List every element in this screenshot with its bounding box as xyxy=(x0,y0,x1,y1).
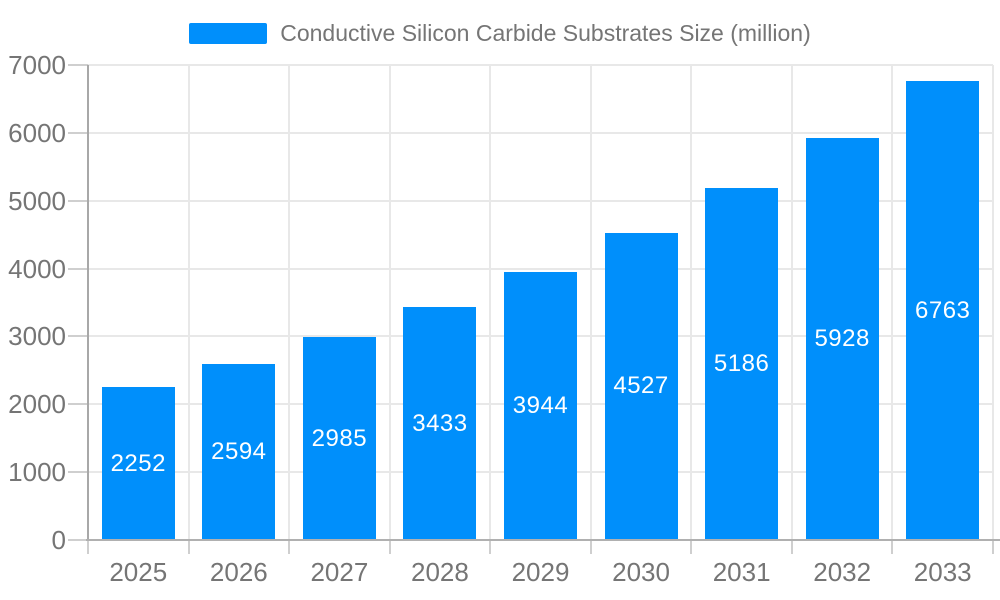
y-tick-label: 3000 xyxy=(8,321,66,352)
y-tick-label: 0 xyxy=(51,525,66,555)
bar[interactable]: 2594 xyxy=(202,363,276,540)
v-gridline xyxy=(790,65,793,540)
x-tick xyxy=(790,540,793,554)
bar[interactable]: 2252 xyxy=(101,387,175,540)
v-gridline xyxy=(589,65,592,540)
bar[interactable]: 4527 xyxy=(604,232,678,540)
y-tick-label: 5000 xyxy=(8,185,66,216)
y-tick-label: 4000 xyxy=(8,253,66,284)
y-tick-label: 6000 xyxy=(8,117,66,148)
y-tick-label: 1000 xyxy=(8,457,66,488)
x-tick xyxy=(589,540,592,554)
v-gridline xyxy=(388,65,391,540)
bar-value-label: 5928 xyxy=(814,324,870,352)
x-tick-label: 2025 xyxy=(109,557,168,587)
y-tick xyxy=(68,131,88,134)
plot-area: 2252 2594 2985 3433 3944 4527 5186 5928 6763 xyxy=(68,64,1000,554)
h-gridline xyxy=(88,64,993,66)
y-tick xyxy=(68,335,88,338)
x-tick-label: 2032 xyxy=(813,557,872,587)
x-tick xyxy=(87,540,89,554)
v-gridline xyxy=(690,65,693,540)
bar[interactable]: 5186 xyxy=(705,188,779,540)
bar-value-label: 4527 xyxy=(613,372,669,400)
legend[interactable]: Conductive Silicon Carbide Substrates Si… xyxy=(0,20,1000,46)
bar-value-label: 2594 xyxy=(211,437,267,465)
bar[interactable]: 3433 xyxy=(403,307,477,540)
x-axis-line xyxy=(86,539,1000,541)
x-tick-label: 2028 xyxy=(411,557,469,587)
x-tick xyxy=(288,540,291,554)
h-gridline xyxy=(88,199,993,202)
bar-value-label: 3433 xyxy=(412,409,468,437)
legend-label: Conductive Silicon Carbide Substrates Si… xyxy=(280,20,811,46)
y-tick xyxy=(68,403,88,406)
x-tick-label: 2029 xyxy=(511,557,570,587)
bar-value-label: 2252 xyxy=(110,449,166,477)
x-tick xyxy=(690,540,693,554)
bar[interactable]: 3944 xyxy=(504,272,577,540)
x-tick xyxy=(489,540,492,554)
h-gridline xyxy=(88,131,993,134)
y-tick xyxy=(68,64,88,66)
y-tick-label: 7000 xyxy=(8,50,66,80)
x-tick xyxy=(187,540,190,554)
y-tick xyxy=(68,267,88,270)
bar-value-label: 2985 xyxy=(311,424,368,452)
x-tick xyxy=(388,540,391,554)
y-tick xyxy=(68,471,88,474)
x-tick xyxy=(992,540,994,554)
x-tick xyxy=(891,540,894,554)
bar[interactable]: 6763 xyxy=(906,81,980,540)
x-tick-label: 2033 xyxy=(913,557,972,587)
legend-marker xyxy=(189,22,268,44)
y-tick xyxy=(68,199,88,202)
bar-value-label: 5186 xyxy=(713,350,770,378)
y-axis-line xyxy=(87,65,89,540)
y-tick xyxy=(68,539,88,541)
v-gridline xyxy=(992,65,994,540)
x-tick-label: 2027 xyxy=(310,557,369,587)
v-gridline xyxy=(187,65,190,540)
bar-value-label: 6763 xyxy=(915,296,971,324)
bar-value-label: 3944 xyxy=(512,392,569,420)
v-gridline xyxy=(489,65,492,540)
y-tick-label: 2000 xyxy=(8,389,66,420)
bar[interactable]: 2985 xyxy=(302,337,376,540)
v-gridline xyxy=(891,65,894,540)
v-gridline xyxy=(288,65,291,540)
x-tick-label: 2026 xyxy=(209,557,268,587)
h-gridline xyxy=(88,267,993,270)
x-tick-label: 2031 xyxy=(712,557,771,587)
x-tick-label: 2030 xyxy=(612,557,670,587)
bar[interactable]: 5928 xyxy=(805,137,879,540)
